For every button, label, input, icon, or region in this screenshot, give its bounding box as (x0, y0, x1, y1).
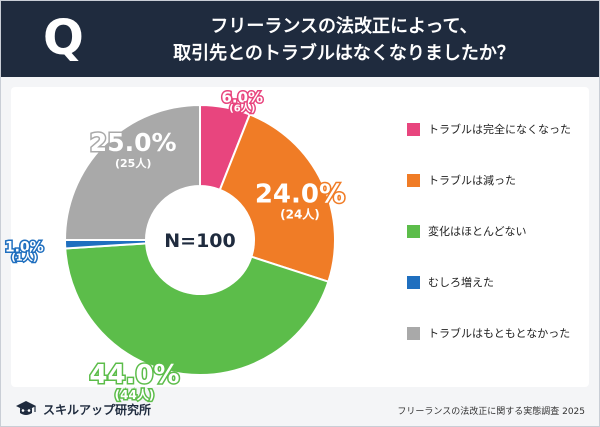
legend-swatch (407, 275, 420, 289)
slice-label: 44.0%(44人) (88, 359, 181, 404)
slice-label: 24.0%(24人) (253, 178, 346, 223)
slice-percent-label: 44.0% (89, 360, 179, 390)
slice-count-label: (25人) (115, 156, 151, 170)
slice-count-label: (1人) (11, 251, 37, 264)
slice-percent-label: 25.0% (90, 128, 177, 157)
slice-label: 25.0%(25人) (88, 127, 178, 172)
center-label: N=100 (164, 230, 235, 252)
legend-item-decreased: トラブルは減った (407, 170, 516, 190)
legend-label: トラブルは減った (428, 174, 516, 187)
legend-label: トラブルは完全になくなった (428, 123, 571, 136)
legend-item-no-change: 変化はほとんどない (407, 221, 526, 241)
question-line-2: 取引先とのトラブルはなくなりましたか？ (173, 43, 515, 64)
legend-item-increased: むしろ増えた (407, 272, 494, 292)
slice-label: 6.0%(6人) (220, 87, 265, 116)
slice-percent-label: 1.0% (5, 240, 44, 256)
slice-count-label: (6人) (229, 101, 255, 114)
legend-swatch (407, 224, 420, 238)
legend-label: むしろ増えた (428, 276, 494, 289)
source-note: フリーランスの法改正に関する実態調査 2025 (397, 407, 585, 417)
question-line-1: フリーランスの法改正によって、 (210, 16, 478, 37)
graduation-cap-icon (16, 401, 36, 415)
slice-percent-label: 6.0% (221, 88, 263, 106)
slice-no-change (64, 242, 330, 376)
legend-label: 変化はほとんどない (428, 225, 527, 238)
brand-name: スキルアップ研究所 (43, 402, 152, 417)
q-logo: Q (43, 10, 84, 66)
legend-item-complete: トラブルは完全になくなった (407, 119, 571, 139)
slice-decreased (218, 113, 336, 283)
slice-originally-none (63, 103, 201, 241)
legend-swatch (407, 173, 420, 187)
question-header: Q フリーランスの法改正によって、 取引先とのトラブルはなくなりましたか？ (1, 1, 599, 77)
brand-footer: スキルアップ研究所 (15, 399, 151, 419)
legend-swatch (407, 326, 420, 340)
legend-label: トラブルはもともとなかった (428, 327, 571, 340)
slice-label: 1.0%(1人) (3, 238, 45, 265)
slice-count-label: (44人) (115, 387, 155, 402)
question-text: フリーランスの法改正によって、 取引先とのトラブルはなくなりましたか？ (109, 13, 579, 67)
legend-item-originally-none: トラブルはもともとなかった (407, 323, 570, 343)
slice-percent-label: 24.0% (255, 180, 345, 210)
legend-swatch (407, 122, 420, 136)
slice-count-label: (24人) (280, 207, 320, 222)
